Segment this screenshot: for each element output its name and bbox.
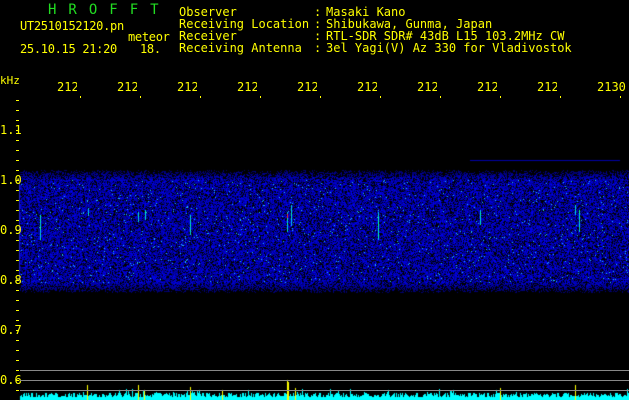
time-tick xyxy=(80,96,81,98)
info-label: Receiving Location xyxy=(179,17,310,31)
freq-tick xyxy=(16,160,19,161)
info-label: Receiving Antenna xyxy=(179,41,302,55)
y-unit-label: kHz xyxy=(0,74,20,87)
freq-tick xyxy=(16,260,19,261)
time-tick xyxy=(380,96,381,98)
freq-tick xyxy=(16,220,19,221)
time-tick xyxy=(260,96,261,98)
time-tick-label: 2123 xyxy=(177,80,197,94)
freq-tick xyxy=(16,370,19,371)
freq-tick-label: 0.9 xyxy=(0,223,22,237)
count: 18. xyxy=(140,42,161,56)
time-tick xyxy=(140,96,141,98)
freq-tick xyxy=(16,120,19,121)
level-gridline xyxy=(20,370,629,371)
freq-tick-label: 1.1 xyxy=(0,123,22,137)
freq-tick xyxy=(16,170,19,171)
time-tick-label: 2126 xyxy=(357,80,377,94)
freq-tick xyxy=(16,190,19,191)
freq-tick xyxy=(16,310,19,311)
freq-tick xyxy=(16,320,19,321)
time-tick-label: 2129 xyxy=(537,80,557,94)
freq-tick xyxy=(16,380,19,381)
info-colon: : xyxy=(314,41,322,55)
info-value: 3el Yagi(V) Az 330 for Vladivostok xyxy=(326,41,572,55)
freq-tick-label: 1.0 xyxy=(0,173,22,187)
freq-tick xyxy=(16,290,19,291)
time-tick-label: 2125 xyxy=(297,80,317,94)
mode-label: meteor xyxy=(128,30,170,44)
time-tick-label: 2130 xyxy=(597,80,626,94)
freq-tick xyxy=(16,330,19,331)
freq-tick xyxy=(16,200,19,201)
freq-tick-label: 0.7 xyxy=(0,323,22,337)
info-label: Receiver xyxy=(179,29,237,43)
freq-tick xyxy=(16,340,19,341)
info-value: Masaki Kano xyxy=(326,5,406,19)
freq-tick xyxy=(16,100,19,101)
freq-tick xyxy=(16,150,19,151)
time-tick xyxy=(500,96,501,98)
freq-tick xyxy=(16,140,19,141)
freq-tick xyxy=(16,360,19,361)
app-title: HROFFT xyxy=(48,2,171,18)
datetime: 25.10.15 21:20 xyxy=(20,42,117,56)
time-tick xyxy=(560,96,561,98)
freq-tick xyxy=(16,110,19,111)
level-gridline xyxy=(20,390,629,391)
freq-tick xyxy=(16,300,19,301)
freq-tick xyxy=(16,240,19,241)
file-name: UT2510152120.pn xyxy=(20,19,124,33)
time-tick-label: 2128 xyxy=(477,80,497,94)
freq-tick-label: 0.8 xyxy=(0,273,22,287)
time-tick-label: 2127 xyxy=(417,80,437,94)
freq-tick xyxy=(16,130,19,131)
freq-tick xyxy=(16,350,19,351)
freq-tick xyxy=(16,210,19,211)
freq-tick-label: 0.6 xyxy=(0,373,22,387)
level-gridline xyxy=(20,380,629,381)
info-colon: : xyxy=(314,5,322,19)
time-tick-label: 2121 xyxy=(57,80,77,94)
time-tick xyxy=(320,96,321,98)
time-tick xyxy=(200,96,201,98)
info-colon: : xyxy=(314,17,322,31)
time-tick xyxy=(440,96,441,98)
freq-tick xyxy=(16,180,19,181)
time-tick xyxy=(620,96,621,98)
freq-tick xyxy=(16,230,19,231)
freq-tick xyxy=(16,250,19,251)
info-value: Shibukawa, Gunma, Japan xyxy=(326,17,493,31)
freq-tick xyxy=(16,270,19,271)
freq-tick xyxy=(16,390,19,391)
info-value: RTL-SDR SDR# 43dB L15 103.2MHz CW xyxy=(326,29,565,43)
freq-tick xyxy=(16,280,19,281)
time-tick-label: 2124 xyxy=(237,80,257,94)
info-colon: : xyxy=(314,29,322,43)
info-label: Observer xyxy=(179,5,237,19)
